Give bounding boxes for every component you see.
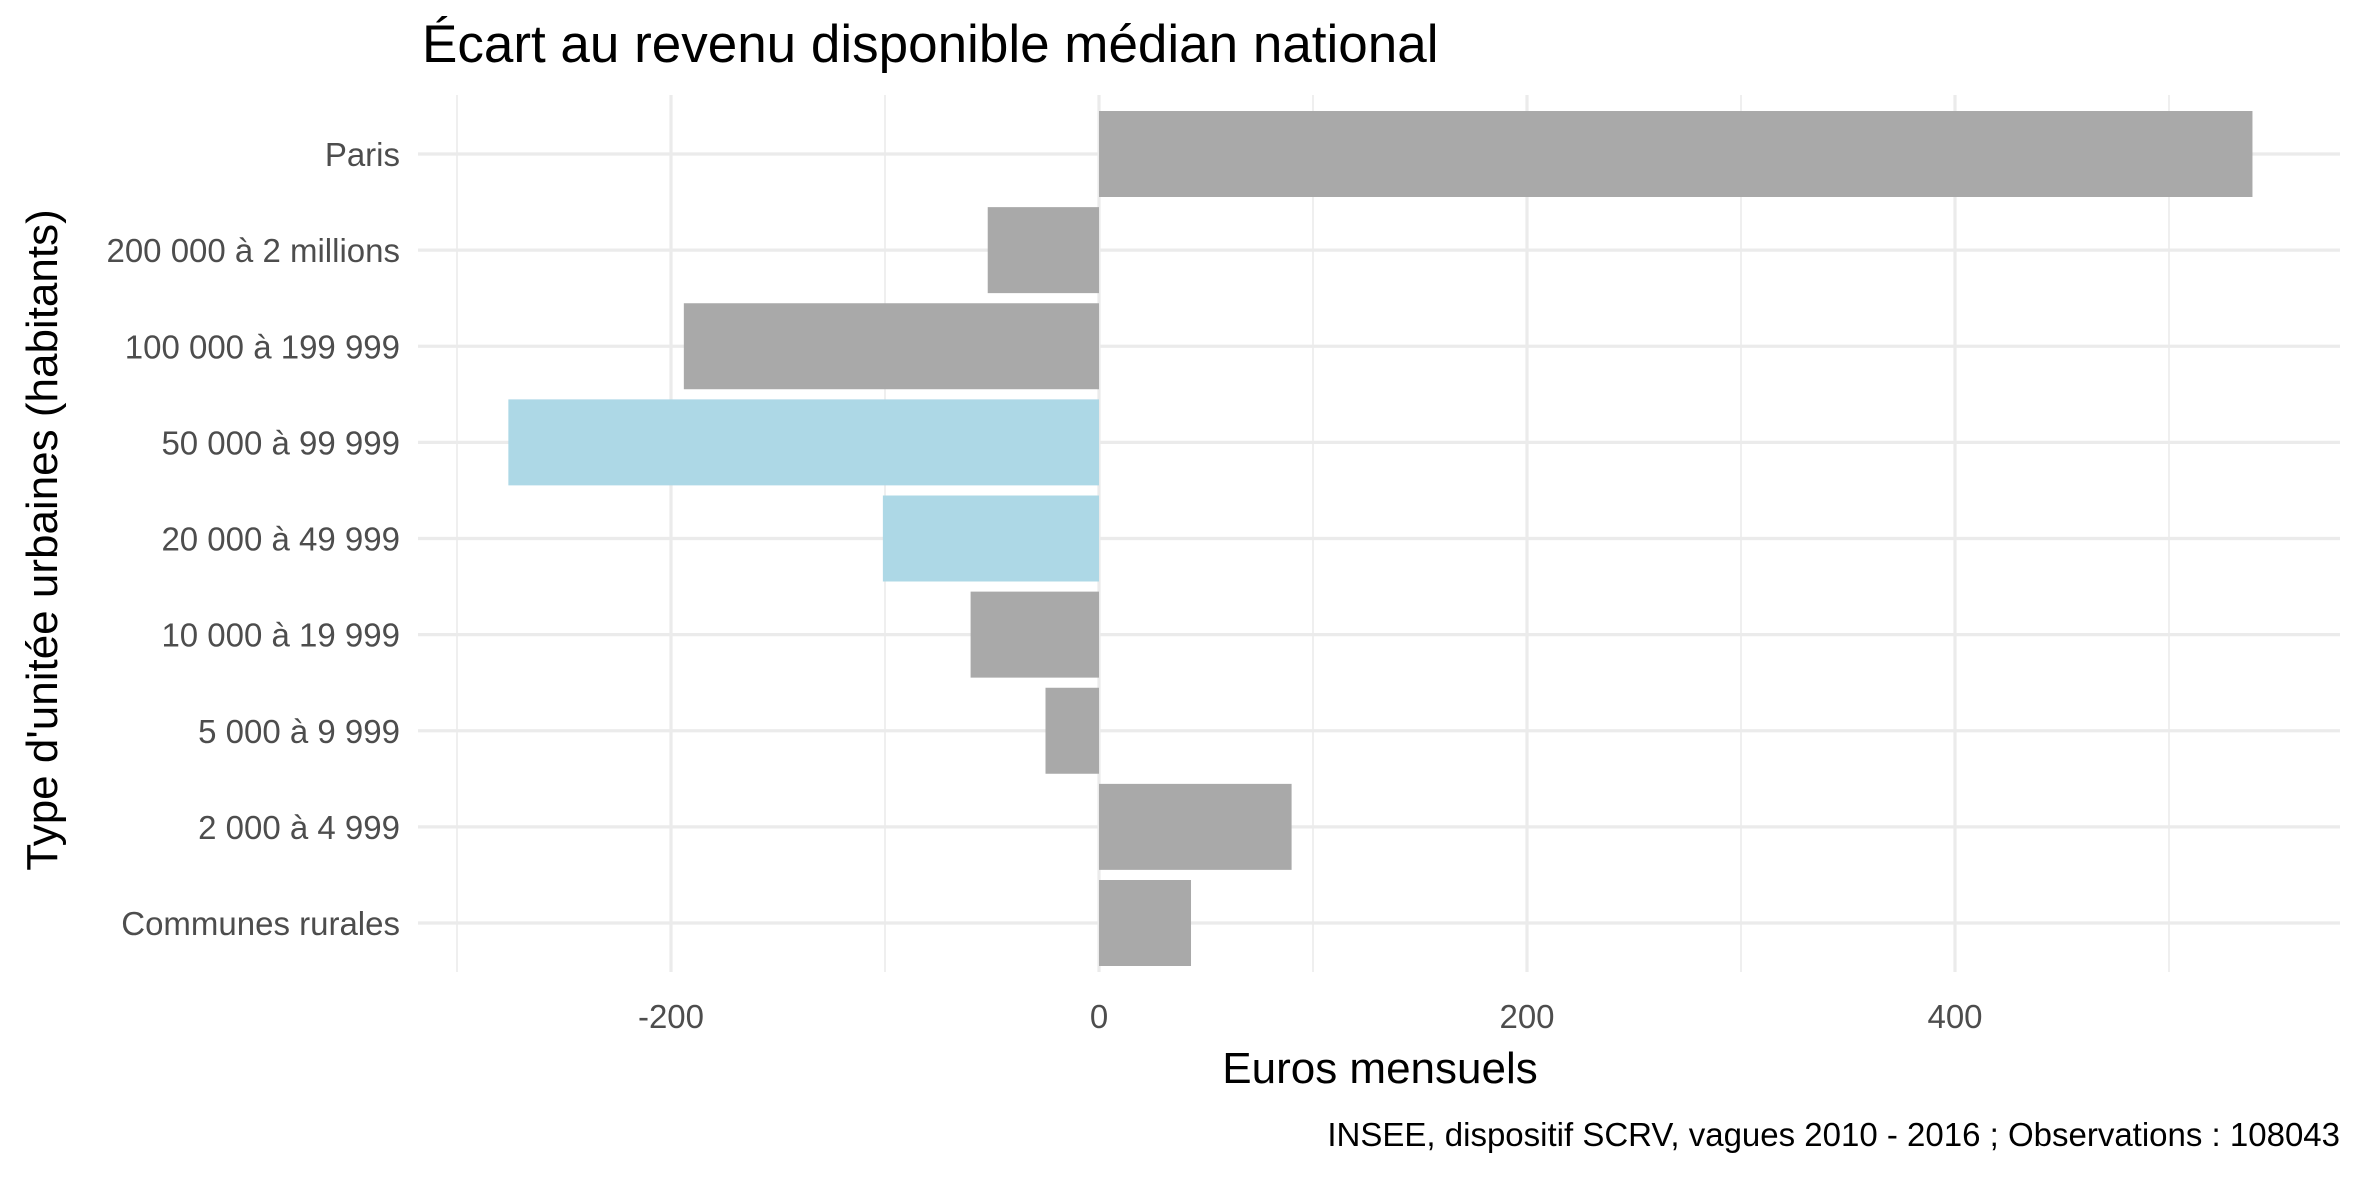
bar (1099, 783, 1292, 870)
grid-lines (418, 95, 2340, 972)
y-axis-title: Type d'unitée urbaines (habitants) (18, 209, 67, 870)
y-tick-label: 20 000 à 49 999 (161, 521, 400, 558)
y-tick-label: Communes rurales (121, 905, 400, 942)
bar (987, 207, 1099, 294)
x-tick-labels: -200 0 200 400 (638, 998, 1983, 1035)
y-tick-label: 2 000 à 4 999 (198, 809, 400, 846)
bar (683, 303, 1099, 390)
bar (508, 399, 1099, 486)
chart-caption: INSEE, dispositif SCRV, vagues 2010 - 20… (1327, 1116, 2340, 1153)
y-tick-label: 50 000 à 99 999 (161, 424, 400, 461)
x-tick-label: 0 (1090, 998, 1108, 1035)
x-tick-label: 200 (1499, 998, 1554, 1035)
y-tick-label: Paris (325, 136, 400, 173)
y-tick-label: 5 000 à 9 999 (198, 713, 400, 750)
bar (970, 591, 1099, 678)
y-tick-label: 100 000 à 199 999 (125, 328, 400, 365)
bar (1099, 880, 1192, 966)
x-axis-title: Euros mensuels (1222, 1044, 1537, 1093)
bar (1099, 111, 2253, 197)
bar (882, 495, 1099, 582)
x-tick-label: 400 (1927, 998, 1982, 1035)
x-tick-label: -200 (638, 998, 704, 1035)
y-tick-label: 10 000 à 19 999 (161, 617, 400, 654)
y-tick-labels: Paris 200 000 à 2 millions 100 000 à 199 9… (106, 136, 400, 942)
bar (1045, 687, 1099, 774)
bars (508, 111, 2253, 966)
y-tick-label: 200 000 à 2 millions (106, 232, 400, 269)
chart-title: Écart au revenu disponible médian nation… (422, 15, 1439, 74)
